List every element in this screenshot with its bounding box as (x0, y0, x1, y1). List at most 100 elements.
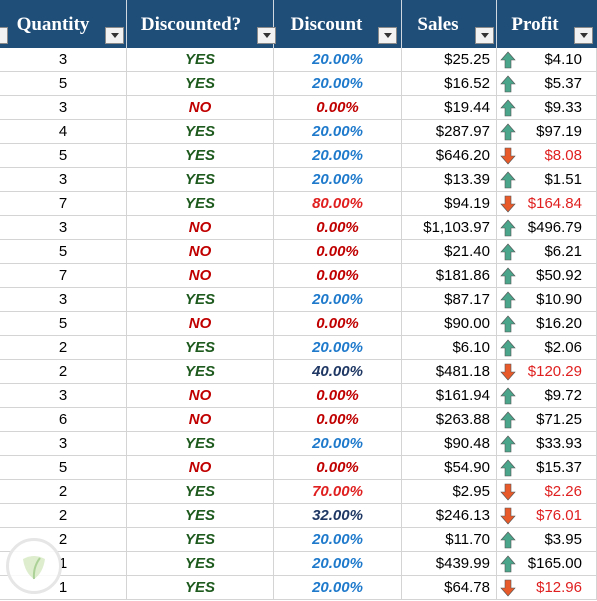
profit-cell[interactable]: $1.51 (497, 168, 597, 192)
sales-cell[interactable]: $2.95 (402, 480, 497, 504)
discounted-cell[interactable]: YES (127, 168, 274, 192)
discount-cell[interactable]: 0.00% (274, 240, 402, 264)
discount-cell[interactable]: 20.00% (274, 48, 402, 72)
header-discount[interactable]: Discount (274, 0, 402, 48)
profit-cell[interactable]: $9.33 (497, 96, 597, 120)
discounted-cell[interactable]: YES (127, 336, 274, 360)
quantity-cell[interactable]: 3 (0, 384, 127, 408)
header-sales[interactable]: Sales (402, 0, 497, 48)
discount-cell[interactable]: 0.00% (274, 96, 402, 120)
discounted-cell[interactable]: NO (127, 408, 274, 432)
profit-cell[interactable]: $8.08 (497, 144, 597, 168)
profit-cell[interactable]: $4.10 (497, 48, 597, 72)
discounted-cell[interactable]: YES (127, 192, 274, 216)
discounted-cell[interactable]: NO (127, 216, 274, 240)
discounted-cell[interactable]: YES (127, 48, 274, 72)
profit-cell[interactable]: $6.21 (497, 240, 597, 264)
discount-cell[interactable]: 0.00% (274, 456, 402, 480)
filter-discount-button[interactable] (378, 27, 397, 44)
discounted-cell[interactable]: YES (127, 552, 274, 576)
discounted-cell[interactable]: NO (127, 456, 274, 480)
sales-cell[interactable]: $246.13 (402, 504, 497, 528)
sales-cell[interactable]: $263.88 (402, 408, 497, 432)
discount-cell[interactable]: 20.00% (274, 168, 402, 192)
discount-cell[interactable]: 20.00% (274, 552, 402, 576)
sales-cell[interactable]: $90.48 (402, 432, 497, 456)
discount-cell[interactable]: 70.00% (274, 480, 402, 504)
discount-cell[interactable]: 20.00% (274, 528, 402, 552)
header-profit[interactable]: Profit (497, 0, 597, 48)
profit-cell[interactable]: $120.29 (497, 360, 597, 384)
sales-cell[interactable]: $6.10 (402, 336, 497, 360)
discount-cell[interactable]: 0.00% (274, 312, 402, 336)
sales-cell[interactable]: $1,103.97 (402, 216, 497, 240)
sales-cell[interactable]: $287.97 (402, 120, 497, 144)
discounted-cell[interactable]: NO (127, 96, 274, 120)
sales-cell[interactable]: $21.40 (402, 240, 497, 264)
discounted-cell[interactable]: NO (127, 240, 274, 264)
profit-cell[interactable]: $164.84 (497, 192, 597, 216)
profit-cell[interactable]: $33.93 (497, 432, 597, 456)
profit-cell[interactable]: $71.25 (497, 408, 597, 432)
discounted-cell[interactable]: NO (127, 384, 274, 408)
quantity-cell[interactable]: 2 (0, 480, 127, 504)
filter-discounted-button[interactable] (257, 27, 276, 44)
sales-cell[interactable]: $439.99 (402, 552, 497, 576)
discount-cell[interactable]: 20.00% (274, 288, 402, 312)
profit-cell[interactable]: $76.01 (497, 504, 597, 528)
profit-cell[interactable]: $16.20 (497, 312, 597, 336)
profit-cell[interactable]: $496.79 (497, 216, 597, 240)
discount-cell[interactable]: 0.00% (274, 384, 402, 408)
quantity-cell[interactable]: 3 (0, 48, 127, 72)
quantity-cell[interactable]: 5 (0, 240, 127, 264)
quantity-cell[interactable]: 2 (0, 360, 127, 384)
discounted-cell[interactable]: YES (127, 288, 274, 312)
profit-cell[interactable]: $165.00 (497, 552, 597, 576)
quantity-cell[interactable]: 6 (0, 408, 127, 432)
discount-cell[interactable]: 20.00% (274, 144, 402, 168)
discount-cell[interactable]: 20.00% (274, 120, 402, 144)
profit-cell[interactable]: $5.37 (497, 72, 597, 96)
discounted-cell[interactable]: YES (127, 120, 274, 144)
quantity-cell[interactable]: 2 (0, 336, 127, 360)
profit-cell[interactable]: $97.19 (497, 120, 597, 144)
profit-cell[interactable]: $9.72 (497, 384, 597, 408)
discounted-cell[interactable]: YES (127, 480, 274, 504)
sales-cell[interactable]: $181.86 (402, 264, 497, 288)
discount-cell[interactable]: 20.00% (274, 72, 402, 96)
discount-cell[interactable]: 20.00% (274, 336, 402, 360)
quantity-cell[interactable]: 5 (0, 456, 127, 480)
sales-cell[interactable]: $161.94 (402, 384, 497, 408)
profit-cell[interactable]: $2.26 (497, 480, 597, 504)
sales-cell[interactable]: $25.25 (402, 48, 497, 72)
quantity-cell[interactable]: 5 (0, 144, 127, 168)
discounted-cell[interactable]: YES (127, 144, 274, 168)
sales-cell[interactable]: $90.00 (402, 312, 497, 336)
filter-sales-button[interactable] (475, 27, 494, 44)
profit-cell[interactable]: $15.37 (497, 456, 597, 480)
discounted-cell[interactable]: YES (127, 576, 274, 600)
quantity-cell[interactable]: 3 (0, 216, 127, 240)
discount-cell[interactable]: 20.00% (274, 576, 402, 600)
quantity-cell[interactable]: 4 (0, 120, 127, 144)
profit-cell[interactable]: $2.06 (497, 336, 597, 360)
sales-cell[interactable]: $13.39 (402, 168, 497, 192)
sales-cell[interactable]: $54.90 (402, 456, 497, 480)
sales-cell[interactable]: $87.17 (402, 288, 497, 312)
discounted-cell[interactable]: YES (127, 432, 274, 456)
quantity-cell[interactable]: 1 (0, 576, 127, 600)
quantity-cell[interactable]: 3 (0, 288, 127, 312)
profit-cell[interactable]: $3.95 (497, 528, 597, 552)
quantity-cell[interactable]: 2 (0, 528, 127, 552)
sales-cell[interactable]: $16.52 (402, 72, 497, 96)
profit-cell[interactable]: $10.90 (497, 288, 597, 312)
quantity-cell[interactable]: 5 (0, 72, 127, 96)
quantity-cell[interactable]: 3 (0, 432, 127, 456)
quantity-cell[interactable]: 7 (0, 264, 127, 288)
discounted-cell[interactable]: YES (127, 72, 274, 96)
header-discounted[interactable]: Discounted? (127, 0, 276, 48)
quantity-cell[interactable]: 5 (0, 312, 127, 336)
header-quantity[interactable]: Quantity (0, 0, 127, 48)
sales-cell[interactable]: $646.20 (402, 144, 497, 168)
discount-cell[interactable]: 0.00% (274, 408, 402, 432)
